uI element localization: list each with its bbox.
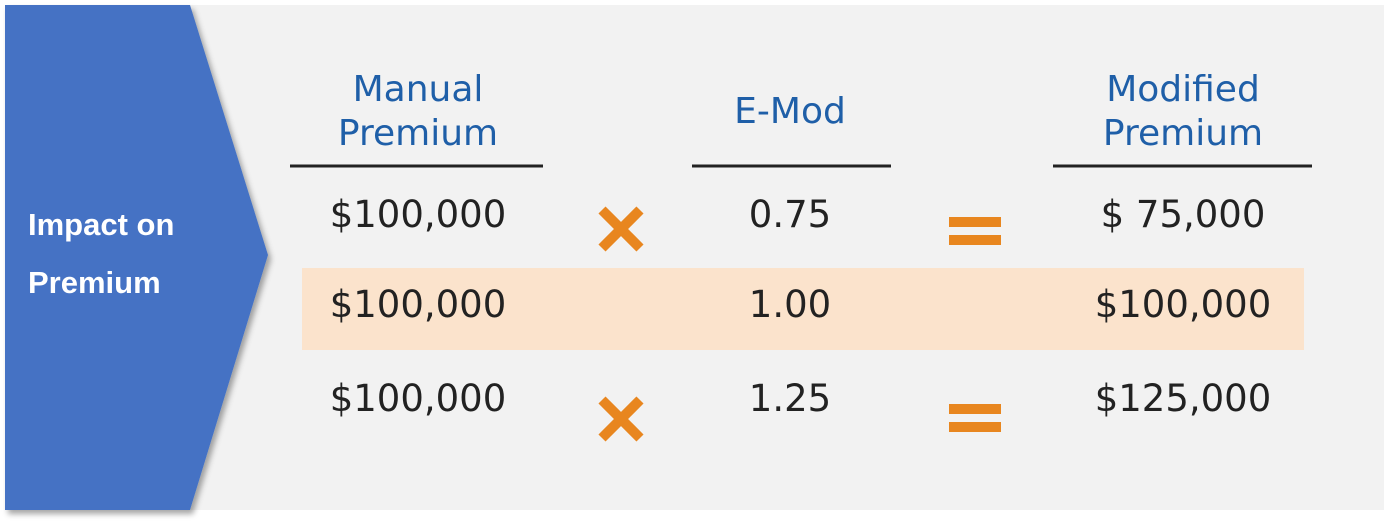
- table-cell: $100,000: [329, 377, 507, 420]
- table-cell: $125,000: [1094, 377, 1272, 420]
- equals-sign: [949, 217, 1001, 245]
- column-header: Manual Premium: [337, 69, 499, 154]
- table-cell: $100,000: [1094, 283, 1272, 326]
- column-header: E-Mod: [734, 91, 846, 132]
- times-sign: [598, 206, 644, 252]
- column-header: Modified Premium: [1102, 69, 1264, 154]
- table-cell: 1.25: [748, 377, 832, 420]
- table-cell: $100,000: [329, 283, 507, 326]
- table-cell: 1.00: [748, 283, 832, 326]
- equals-sign: [949, 404, 1001, 432]
- table-cell: $ 75,000: [1100, 193, 1266, 236]
- side-label: Impact on Premium: [28, 207, 175, 300]
- highlight-row: [302, 268, 1304, 350]
- table-cell: 0.75: [748, 193, 832, 236]
- table-cell: $100,000: [329, 193, 507, 236]
- times-sign: [598, 396, 644, 442]
- chevron: [5, 5, 268, 510]
